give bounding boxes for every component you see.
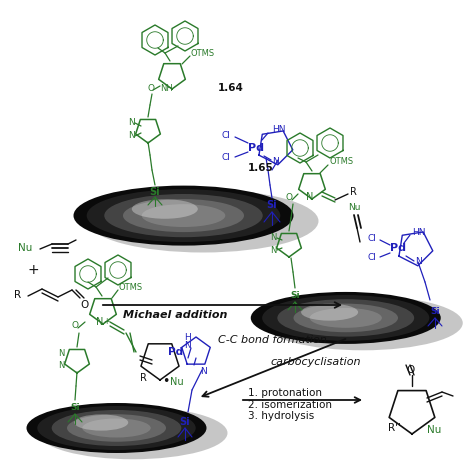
Text: •: • <box>162 375 169 389</box>
Text: O: O <box>148 83 155 92</box>
Text: N: N <box>58 349 64 358</box>
Text: N: N <box>96 317 103 327</box>
Text: O: O <box>406 365 414 375</box>
Ellipse shape <box>73 186 293 246</box>
Text: HN: HN <box>272 126 285 135</box>
Text: Michael addition: Michael addition <box>123 310 227 320</box>
Ellipse shape <box>87 189 280 242</box>
Ellipse shape <box>262 295 429 341</box>
Ellipse shape <box>293 304 398 332</box>
Ellipse shape <box>251 292 441 344</box>
Text: Nu: Nu <box>427 425 441 435</box>
Ellipse shape <box>67 414 166 442</box>
Text: Cl: Cl <box>368 234 377 243</box>
Text: R'': R'' <box>388 423 401 433</box>
Text: HN: HN <box>412 228 426 237</box>
Text: N: N <box>58 362 64 371</box>
Ellipse shape <box>104 194 263 237</box>
Text: N: N <box>200 367 207 376</box>
Text: Cl: Cl <box>368 254 377 263</box>
Text: Si: Si <box>267 200 277 210</box>
Text: N: N <box>184 340 191 349</box>
Ellipse shape <box>301 304 358 320</box>
Text: carbocyclisation: carbocyclisation <box>270 357 361 367</box>
Ellipse shape <box>74 414 128 430</box>
Ellipse shape <box>310 308 382 328</box>
Ellipse shape <box>88 190 319 253</box>
Text: H: H <box>184 334 191 343</box>
Text: N: N <box>306 192 313 202</box>
Text: Cl: Cl <box>222 154 231 163</box>
Text: OTMS: OTMS <box>119 283 143 292</box>
Text: Si: Si <box>150 187 160 197</box>
Text: C-C bond formation: C-C bond formation <box>218 335 327 345</box>
Ellipse shape <box>27 403 207 453</box>
Text: Nu: Nu <box>348 203 361 212</box>
Ellipse shape <box>277 299 414 337</box>
Text: N: N <box>270 246 276 255</box>
Text: O: O <box>286 193 293 202</box>
Text: OTMS: OTMS <box>191 48 215 57</box>
Text: 1.64: 1.64 <box>218 83 244 93</box>
Text: Nu: Nu <box>18 243 32 253</box>
Text: Si: Si <box>180 417 191 427</box>
Text: N: N <box>128 131 135 140</box>
Text: R: R <box>140 373 147 383</box>
Text: +: + <box>103 318 109 327</box>
Text: OTMS: OTMS <box>330 157 354 166</box>
Ellipse shape <box>263 296 463 350</box>
Text: Pd: Pd <box>390 243 406 253</box>
Text: Nu: Nu <box>170 377 183 387</box>
Ellipse shape <box>123 199 244 232</box>
Text: Pd: Pd <box>248 143 264 153</box>
Ellipse shape <box>142 204 225 227</box>
Text: Si: Si <box>70 403 80 412</box>
Text: Cl: Cl <box>222 131 231 140</box>
Text: O: O <box>72 321 79 330</box>
Text: +: + <box>28 263 40 277</box>
Text: R: R <box>14 290 21 300</box>
Text: Si: Si <box>290 292 300 301</box>
Text: Pd: Pd <box>168 347 183 357</box>
Ellipse shape <box>52 410 181 446</box>
Ellipse shape <box>37 406 196 450</box>
Text: NH: NH <box>160 83 173 92</box>
Ellipse shape <box>38 407 228 459</box>
Text: Si: Si <box>430 308 440 317</box>
Text: N: N <box>128 118 135 127</box>
Text: R: R <box>350 187 357 197</box>
Text: 1.65: 1.65 <box>248 163 274 173</box>
Text: N: N <box>270 233 276 241</box>
Ellipse shape <box>82 419 151 438</box>
Text: 1. protonation
2. isomerization
3. hydrolysis: 1. protonation 2. isomerization 3. hydro… <box>248 388 332 421</box>
Text: N: N <box>415 257 422 266</box>
Text: O: O <box>80 300 88 310</box>
Text: N: N <box>272 157 279 166</box>
Ellipse shape <box>132 199 198 219</box>
